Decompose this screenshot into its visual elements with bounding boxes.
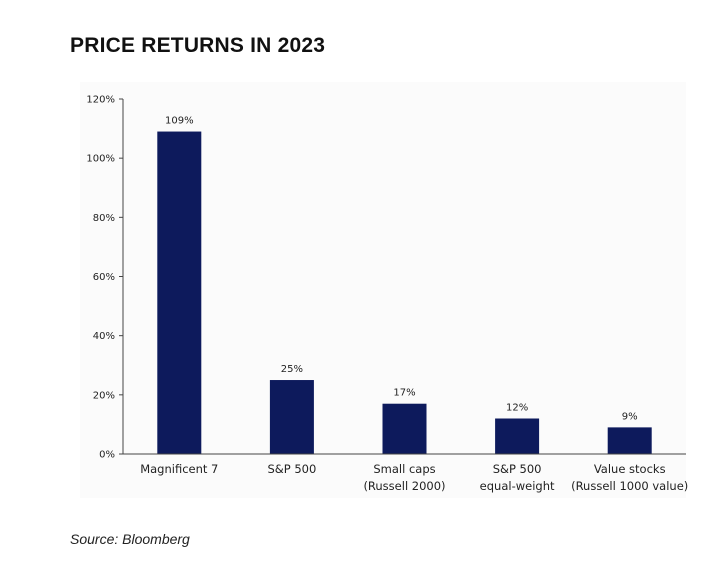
data-labels: 109% 25% 17% 12% 9%: [165, 116, 638, 423]
x-axis: Magnificent 7 S&P 500 Small caps (Russell 2…: [123, 453, 688, 493]
y-tick-label: 40%: [93, 331, 115, 342]
y-tick-label: 60%: [93, 272, 115, 283]
x-tick-label: Magnificent 7: [140, 462, 218, 476]
bar: [607, 427, 652, 454]
x-tick-label: equal-weight: [480, 479, 555, 493]
data-label: 25%: [281, 364, 303, 375]
chart-title: PRICE RETURNS IN 2023: [70, 34, 326, 57]
source-note: Source: Bloomberg: [70, 531, 190, 547]
bar: [157, 131, 202, 454]
y-tick-label: 0%: [99, 450, 115, 461]
x-tick-label: S&P 500: [267, 462, 316, 476]
bar: [269, 380, 314, 454]
bar: [495, 418, 540, 454]
x-tick-label: S&P 500: [493, 462, 542, 476]
x-tick-label: Value stocks: [594, 462, 666, 476]
y-axis: 0% 20% 40% 60% 80% 100% 120%: [86, 95, 124, 461]
data-label: 9%: [622, 411, 638, 422]
y-tick-label: 80%: [93, 213, 115, 224]
data-label: 109%: [165, 116, 194, 127]
y-tick-label: 100%: [86, 154, 115, 165]
data-label: 12%: [506, 403, 528, 414]
y-tick-label: 120%: [86, 95, 115, 106]
bar: [382, 403, 427, 454]
bars: [157, 131, 652, 454]
x-tick-label: Small caps: [373, 462, 435, 476]
data-label: 17%: [393, 388, 415, 399]
x-tick-label: (Russell 2000): [363, 479, 445, 493]
y-tick-label: 20%: [93, 390, 115, 401]
x-tick-label: (Russell 1000 value): [571, 479, 688, 493]
